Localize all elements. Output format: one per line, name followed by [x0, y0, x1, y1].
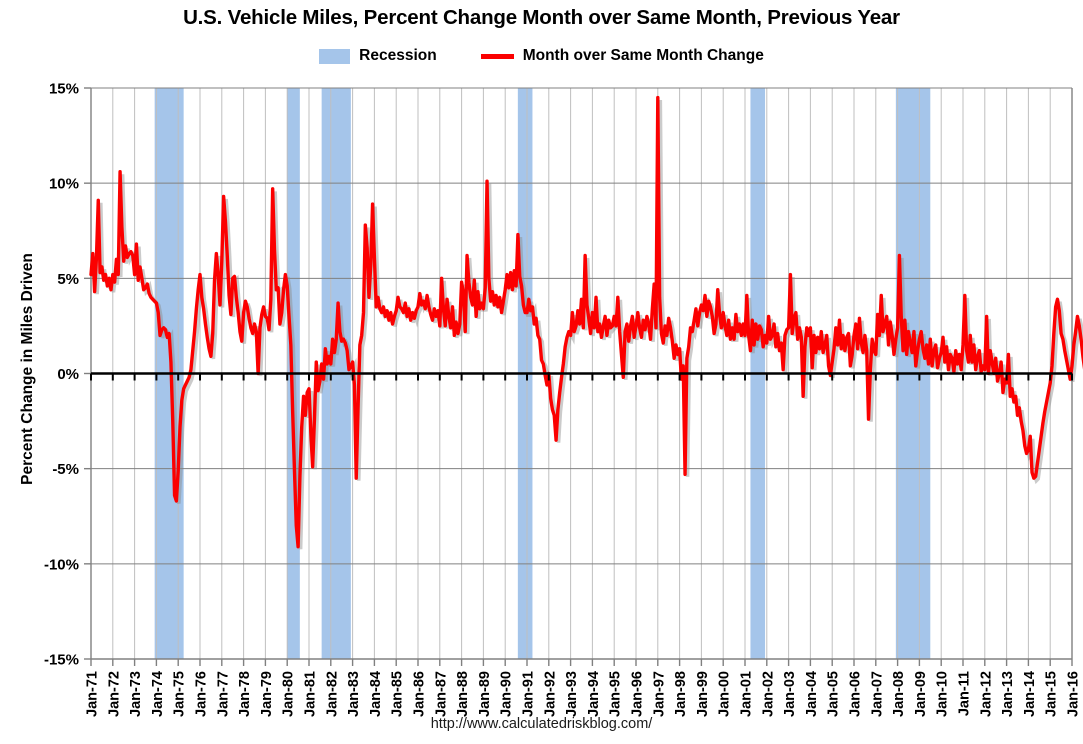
- x-tick-label: Jan-87: [433, 671, 449, 717]
- x-tick-label: Jan-88: [455, 671, 471, 717]
- x-tick-label: Jan-85: [390, 671, 406, 717]
- x-tick-label: Jan-93: [564, 671, 580, 717]
- x-tick-label: Jan-75: [172, 671, 188, 717]
- recession-swatch-icon: [319, 48, 351, 64]
- x-tick-label: Jan-91: [521, 671, 537, 717]
- legend-label-recession: Recession: [359, 47, 437, 64]
- x-tick-label: Jan-00: [717, 671, 733, 717]
- legend-label-series: Month over Same Month Change: [522, 47, 764, 64]
- x-tick-label: Jan-15: [1044, 671, 1060, 717]
- x-tick-label: Jan-13: [1000, 671, 1016, 717]
- x-tick-label: Jan-73: [128, 671, 144, 717]
- source-url: http://www.calculatedriskblog.com/: [430, 716, 653, 732]
- x-tick-label: Jan-89: [477, 671, 493, 717]
- x-tick-label: Jan-71: [85, 671, 101, 717]
- x-tick-label: Jan-01: [739, 671, 755, 717]
- x-tick-label: Jan-72: [106, 671, 122, 717]
- x-tick-label: Jan-12: [978, 671, 994, 717]
- y-tick-label: -5%: [52, 461, 79, 478]
- x-tick-label: Jan-84: [368, 671, 384, 717]
- x-tick-label: Jan-04: [804, 671, 820, 717]
- x-tick-label: Jan-82: [324, 671, 340, 717]
- y-tick-label: -10%: [44, 556, 79, 573]
- x-tick-label: Jan-10: [935, 671, 951, 717]
- x-tick-label: Jan-78: [237, 671, 253, 717]
- x-tick-label: Jan-02: [760, 671, 776, 717]
- y-tick-label: 10%: [49, 176, 79, 193]
- legend-item-series: Month over Same Month Change: [480, 47, 764, 65]
- x-tick-label: Jan-92: [542, 671, 558, 717]
- x-tick-label: Jan-99: [695, 671, 711, 717]
- x-tick-label: Jan-08: [891, 671, 907, 717]
- chart-legend: Recession Month over Same Month Change: [0, 47, 1083, 65]
- page-title: U.S. Vehicle Miles, Percent Change Month…: [183, 6, 900, 29]
- x-tick-label: Jan-81: [303, 671, 319, 717]
- x-axis-labels: Jan-71 Jan-72 Jan-73 Jan-74 Jan-75 Jan-76 Jan-…: [85, 671, 1082, 717]
- x-tick-label: Jan-16: [1066, 671, 1082, 717]
- x-tick-label: Jan-07: [869, 671, 885, 717]
- y-tick-label: 5%: [57, 271, 79, 288]
- x-tick-label: Jan-80: [281, 671, 297, 717]
- x-axis-ticks: [90, 373, 1073, 666]
- x-tick-label: Jan-94: [586, 671, 602, 717]
- x-tick-label: Jan-06: [848, 671, 864, 717]
- x-tick-label: Jan-77: [215, 671, 231, 717]
- x-tick-label: Jan-14: [1022, 671, 1038, 717]
- x-tick-label: Jan-05: [826, 671, 842, 717]
- x-tick-label: Jan-95: [608, 671, 624, 717]
- x-tick-label: Jan-98: [673, 671, 689, 717]
- x-tick-label: Jan-97: [651, 671, 667, 717]
- x-tick-label: Jan-96: [630, 671, 646, 717]
- x-tick-label: Jan-79: [259, 671, 275, 717]
- y-tick-label: 15%: [49, 81, 79, 98]
- legend-item-recession: Recession: [319, 47, 437, 65]
- line-swatch-icon: [480, 53, 514, 59]
- y-axis-ticks: 15% 10% 5% 0% -5% -10% -15%: [44, 81, 91, 669]
- x-tick-label: Jan-11: [957, 671, 973, 716]
- horizontal-gridlines: [91, 87, 1072, 660]
- x-tick-label: Jan-90: [499, 671, 515, 717]
- y-tick-label: -15%: [44, 652, 79, 669]
- x-tick-label: Jan-86: [412, 671, 428, 717]
- y-tick-label: 0%: [57, 366, 79, 383]
- x-tick-label: Jan-03: [782, 671, 798, 717]
- x-tick-label: Jan-83: [346, 671, 362, 717]
- x-tick-label: Jan-74: [150, 671, 166, 717]
- x-tick-label: Jan-76: [194, 671, 210, 717]
- x-tick-label: Jan-09: [913, 671, 929, 717]
- series-line: [89, 95, 1083, 549]
